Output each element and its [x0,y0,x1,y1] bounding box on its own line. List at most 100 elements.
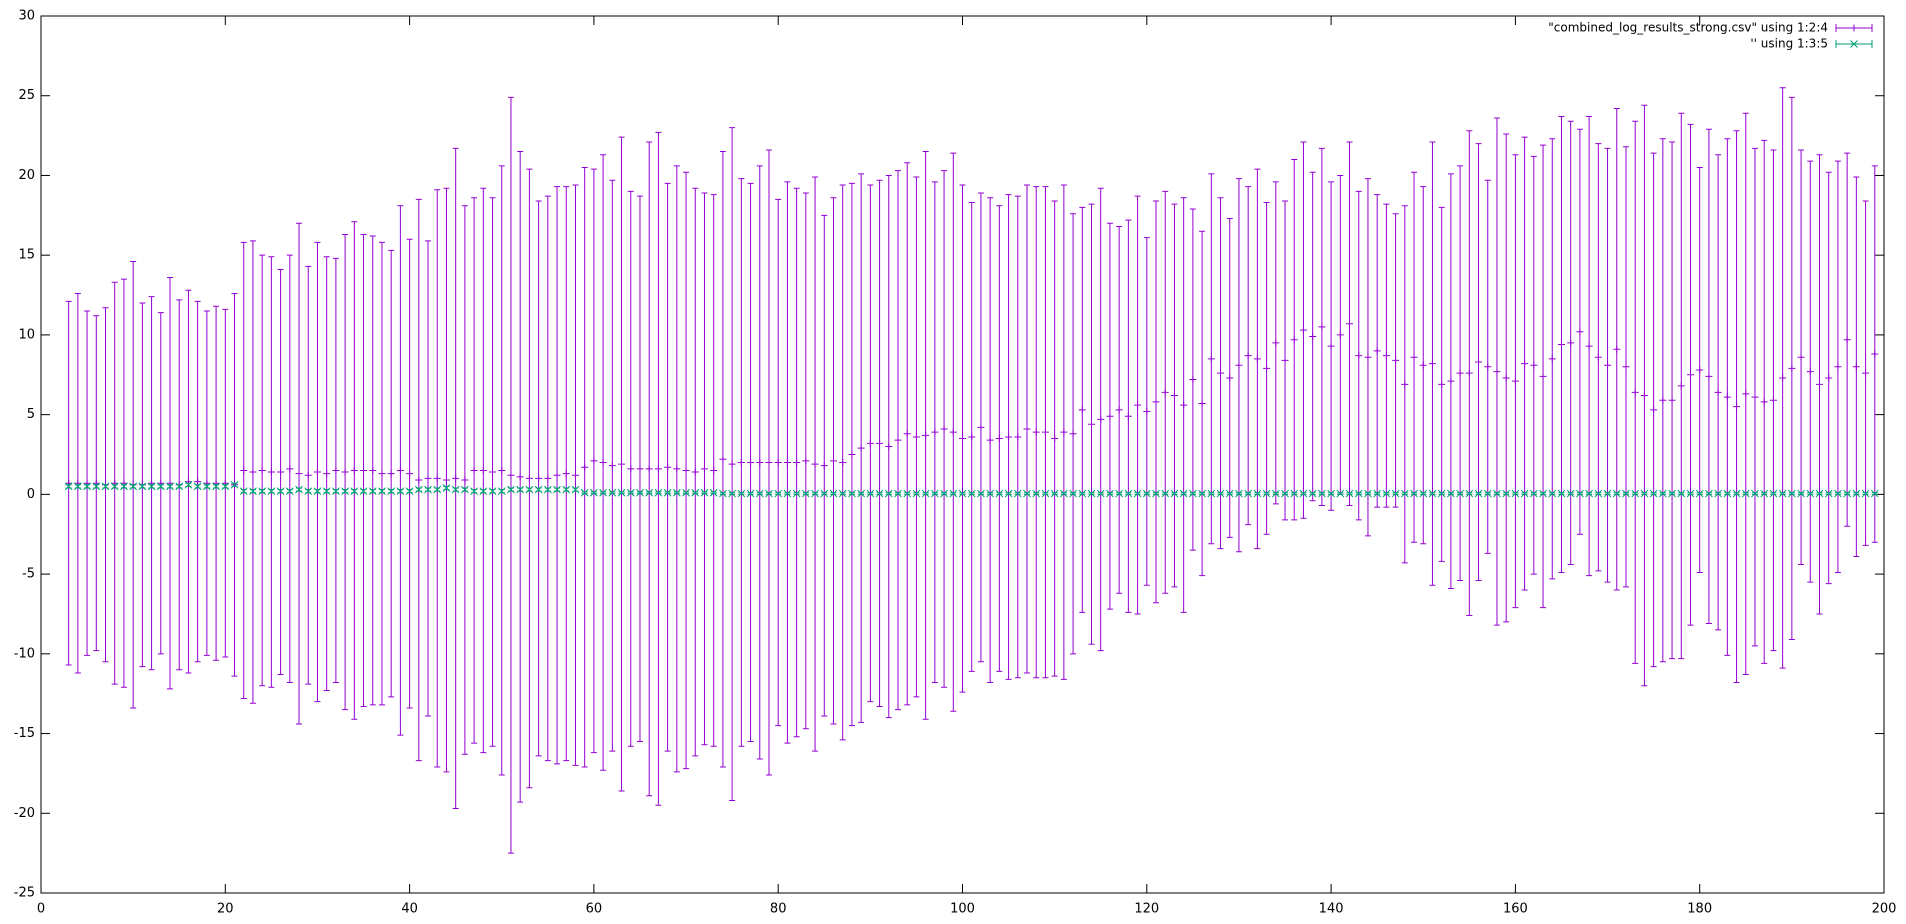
data-point [1124,489,1133,498]
data-point [590,488,598,497]
data-point [1023,489,1031,498]
data-point [1659,396,1667,404]
data-point [341,487,349,496]
data-point [848,489,856,498]
data-point [1207,489,1216,498]
data-point [350,466,358,474]
data-point [1548,355,1556,363]
data-point [1806,489,1815,498]
data-point [1308,489,1317,498]
x-tick-label: 100 [950,902,975,917]
data-point [285,487,294,496]
data-point [599,488,607,497]
x-tick-label: 140 [1319,902,1344,917]
data-point [719,489,727,498]
y-tick-label: 30 [18,9,35,24]
data-point [1585,489,1593,498]
data-point [1787,489,1796,498]
x-tick-label: 0 [37,902,45,917]
data-point [645,465,653,473]
data-point [1032,428,1040,436]
data-point [1253,355,1261,363]
data-point [313,468,321,476]
data-point [719,455,727,463]
data-point [1732,489,1741,498]
data-point [267,468,275,476]
data-point [645,488,654,497]
data-point [507,471,515,479]
data-point [1797,353,1805,361]
data-point [581,463,589,471]
data-point [1235,361,1243,369]
data-point [728,489,736,498]
data-point [1567,339,1575,347]
data-point [120,482,128,491]
data-point [322,487,331,496]
data-point [1023,425,1031,433]
data-point [1815,489,1824,498]
data-point [83,482,91,491]
data-point [1299,326,1307,334]
data-point [1604,361,1612,369]
data-point [1640,392,1648,400]
data-point [728,460,736,468]
data-point [1548,489,1557,498]
data-point [1714,489,1722,498]
y-tick-label: -25 [14,886,35,901]
data-point [700,488,709,497]
data-point [184,480,193,489]
data-point [608,488,617,497]
data-point [1225,489,1234,498]
data-point [885,443,893,451]
data-point [618,460,626,468]
data-point [1520,489,1529,498]
data-point [406,470,414,478]
data-point [451,485,460,494]
data-point [663,488,672,497]
data-point [1723,489,1732,498]
data-point [405,487,414,496]
data-point [286,465,294,473]
data-point [323,470,331,478]
data-point [1299,489,1308,498]
data-point [368,487,377,496]
data-point [793,458,801,466]
data-point [129,482,138,491]
legend-sample [1835,24,1873,32]
data-point [1050,489,1059,498]
data-point [1511,489,1520,498]
data-point [755,489,764,498]
data-point [1733,403,1741,411]
data-point [627,465,635,473]
data-point [1401,380,1409,388]
data-point [498,466,506,474]
data-point [1677,382,1685,390]
data-point [1677,489,1686,498]
data-point [774,458,782,466]
data-point [1870,489,1879,498]
data-point [848,451,856,458]
data-point [682,488,690,497]
data-point [1170,392,1178,400]
data-point [894,436,902,444]
data-point [1622,489,1630,498]
data-point [1447,377,1455,385]
data-point [1198,489,1206,498]
data-point [1576,328,1584,336]
data-point [1815,380,1823,388]
data-point [691,488,700,497]
data-point [922,431,930,439]
data-point [1142,489,1151,498]
data-point [1106,489,1114,498]
data-point [1106,412,1114,420]
data-point [470,466,478,474]
data-point [765,489,773,498]
data-point [1364,353,1372,361]
data-point [479,487,488,496]
y-tick-label: -10 [14,646,35,661]
data-point [838,489,847,498]
data-point [1769,489,1778,498]
data-point [1484,363,1492,371]
data-point [1272,339,1280,347]
data-point [1658,489,1667,498]
